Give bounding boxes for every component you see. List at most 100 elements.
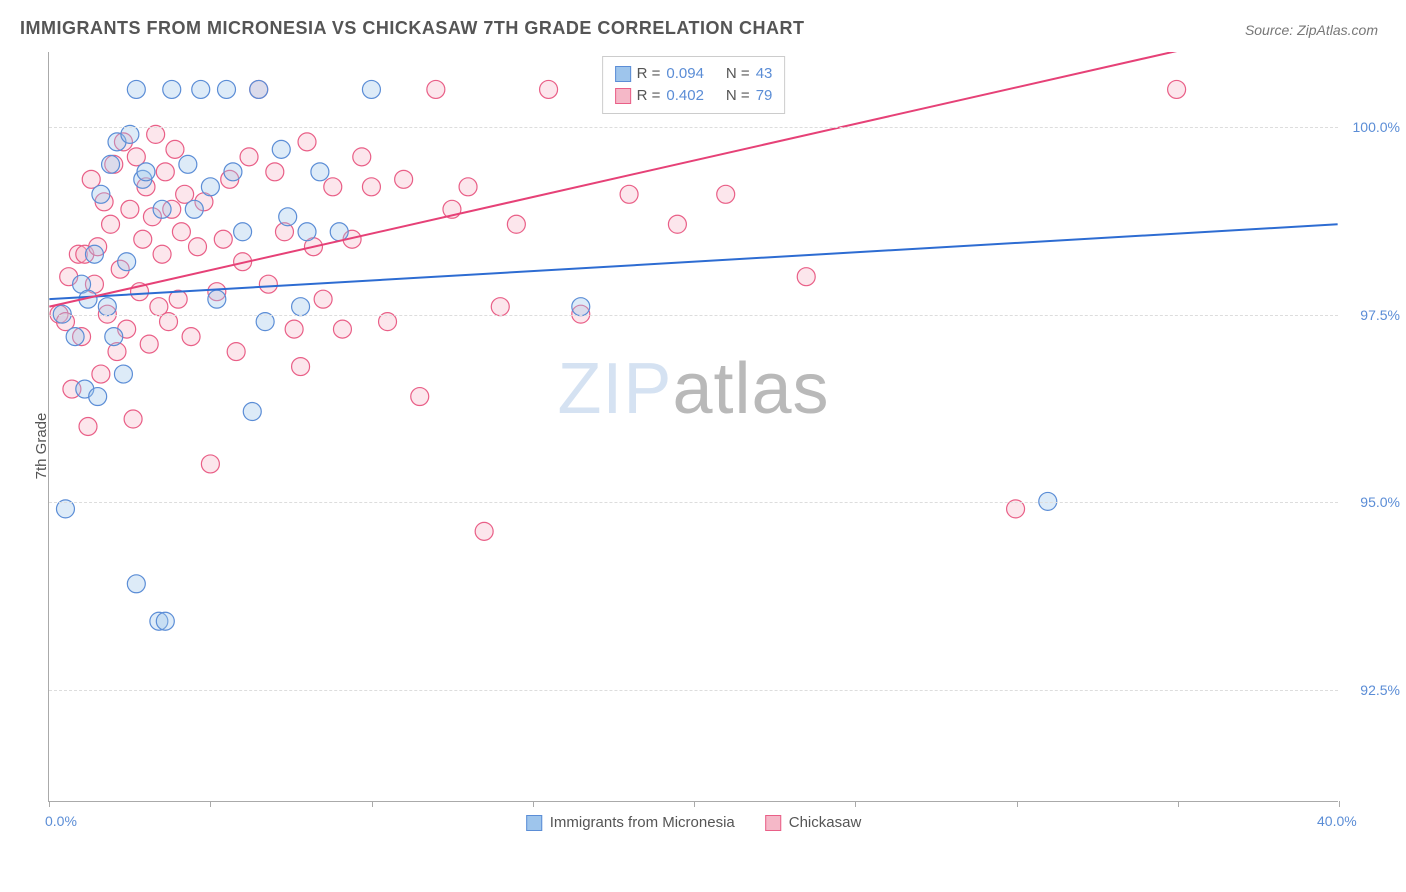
scatter-point [668,215,686,233]
scatter-point [98,298,116,316]
scatter-point [127,80,145,98]
scatter-point [150,612,168,630]
scatter-point [140,335,158,353]
x-tick [49,801,50,807]
scatter-point [172,223,190,241]
bottom-legend: Immigrants from Micronesia Chickasaw [526,814,862,831]
scatter-point [137,178,155,196]
r-label: R = [637,85,661,107]
scatter-point [343,230,361,248]
scatter-point [92,185,110,203]
scatter-point [114,133,132,151]
scatter-point [118,253,136,271]
scatter-point [221,170,239,188]
n-label: N = [726,63,750,85]
scatter-point [250,80,268,98]
swatch-series1-bottom [526,815,542,831]
bottom-legend-item-1: Immigrants from Micronesia [526,814,735,831]
scatter-point [1168,80,1186,98]
scatter-point [572,298,590,316]
scatter-point [166,140,184,158]
scatter-point [427,80,445,98]
gridline-h [49,127,1338,128]
scatter-point [63,380,81,398]
scatter-point [179,155,197,173]
scatter-point [156,163,174,181]
scatter-point [73,328,91,346]
scatter-point [240,148,258,166]
scatter-point [279,208,297,226]
scatter-point [224,163,242,181]
y-tick-label: 95.0% [1360,494,1400,510]
stats-legend: R = 0.094 N = 43 R = 0.402 N = 79 [602,56,786,114]
scatter-point [192,80,210,98]
scatter-point [134,230,152,248]
scatter-point [102,215,120,233]
scatter-point [266,163,284,181]
scatter-point [620,185,638,203]
scatter-point [114,365,132,383]
scatter-point [234,223,252,241]
scatter-point [475,522,493,540]
scatter-point [362,80,380,98]
scatter-point [121,200,139,218]
scatter-point [89,238,107,256]
scatter-point [118,320,136,338]
y-tick-label: 92.5% [1360,682,1400,698]
scatter-point [304,238,322,256]
n-value-series2: 79 [756,85,773,107]
scatter-point [121,125,139,143]
scatter-point [362,178,380,196]
scatter-point [314,290,332,308]
scatter-point [163,200,181,218]
scatter-point [443,200,461,218]
r-value-series1: 0.094 [666,63,704,85]
scatter-point [60,268,78,286]
stats-row-series2: R = 0.402 N = 79 [615,85,773,107]
scatter-point [153,200,171,218]
swatch-series2-bottom [765,815,781,831]
scatter-point [79,418,97,436]
x-tick [1339,801,1340,807]
watermark: ZIPatlas [557,348,829,430]
r-label: R = [637,63,661,85]
scatter-point [69,245,87,263]
stats-row-series1: R = 0.094 N = 43 [615,63,773,85]
scatter-point [185,200,203,218]
scatter-point [189,238,207,256]
scatter-point [201,178,219,196]
scatter-point [156,612,174,630]
scatter-point [259,275,277,293]
x-tick [533,801,534,807]
x-tick-label: 0.0% [45,813,77,829]
scatter-point [108,343,126,361]
scatter-point [353,148,371,166]
swatch-series2 [615,88,631,104]
scatter-point [243,403,261,421]
scatter-point [275,223,293,241]
scatter-point [92,365,110,383]
scatter-point [105,328,123,346]
scatter-point [214,230,232,248]
n-value-series1: 43 [756,63,773,85]
scatter-point [127,148,145,166]
scatter-point [234,253,252,271]
scatter-point [298,223,316,241]
scatter-point [292,298,310,316]
scatter-point [330,223,348,241]
scatter-point [131,283,149,301]
x-tick [1017,801,1018,807]
n-label: N = [726,85,750,107]
scatter-point [89,388,107,406]
scatter-point [411,388,429,406]
scatter-point [111,260,129,278]
y-tick-label: 97.5% [1360,307,1400,323]
scatter-point [201,455,219,473]
scatter-point [298,133,316,151]
scatter-point [292,358,310,376]
chart-container: IMMIGRANTS FROM MICRONESIA VS CHICKASAW … [0,0,1406,892]
x-tick [694,801,695,807]
gridline-h [49,502,1338,503]
gridline-h [49,690,1338,691]
chart-title: IMMIGRANTS FROM MICRONESIA VS CHICKASAW … [20,18,805,39]
